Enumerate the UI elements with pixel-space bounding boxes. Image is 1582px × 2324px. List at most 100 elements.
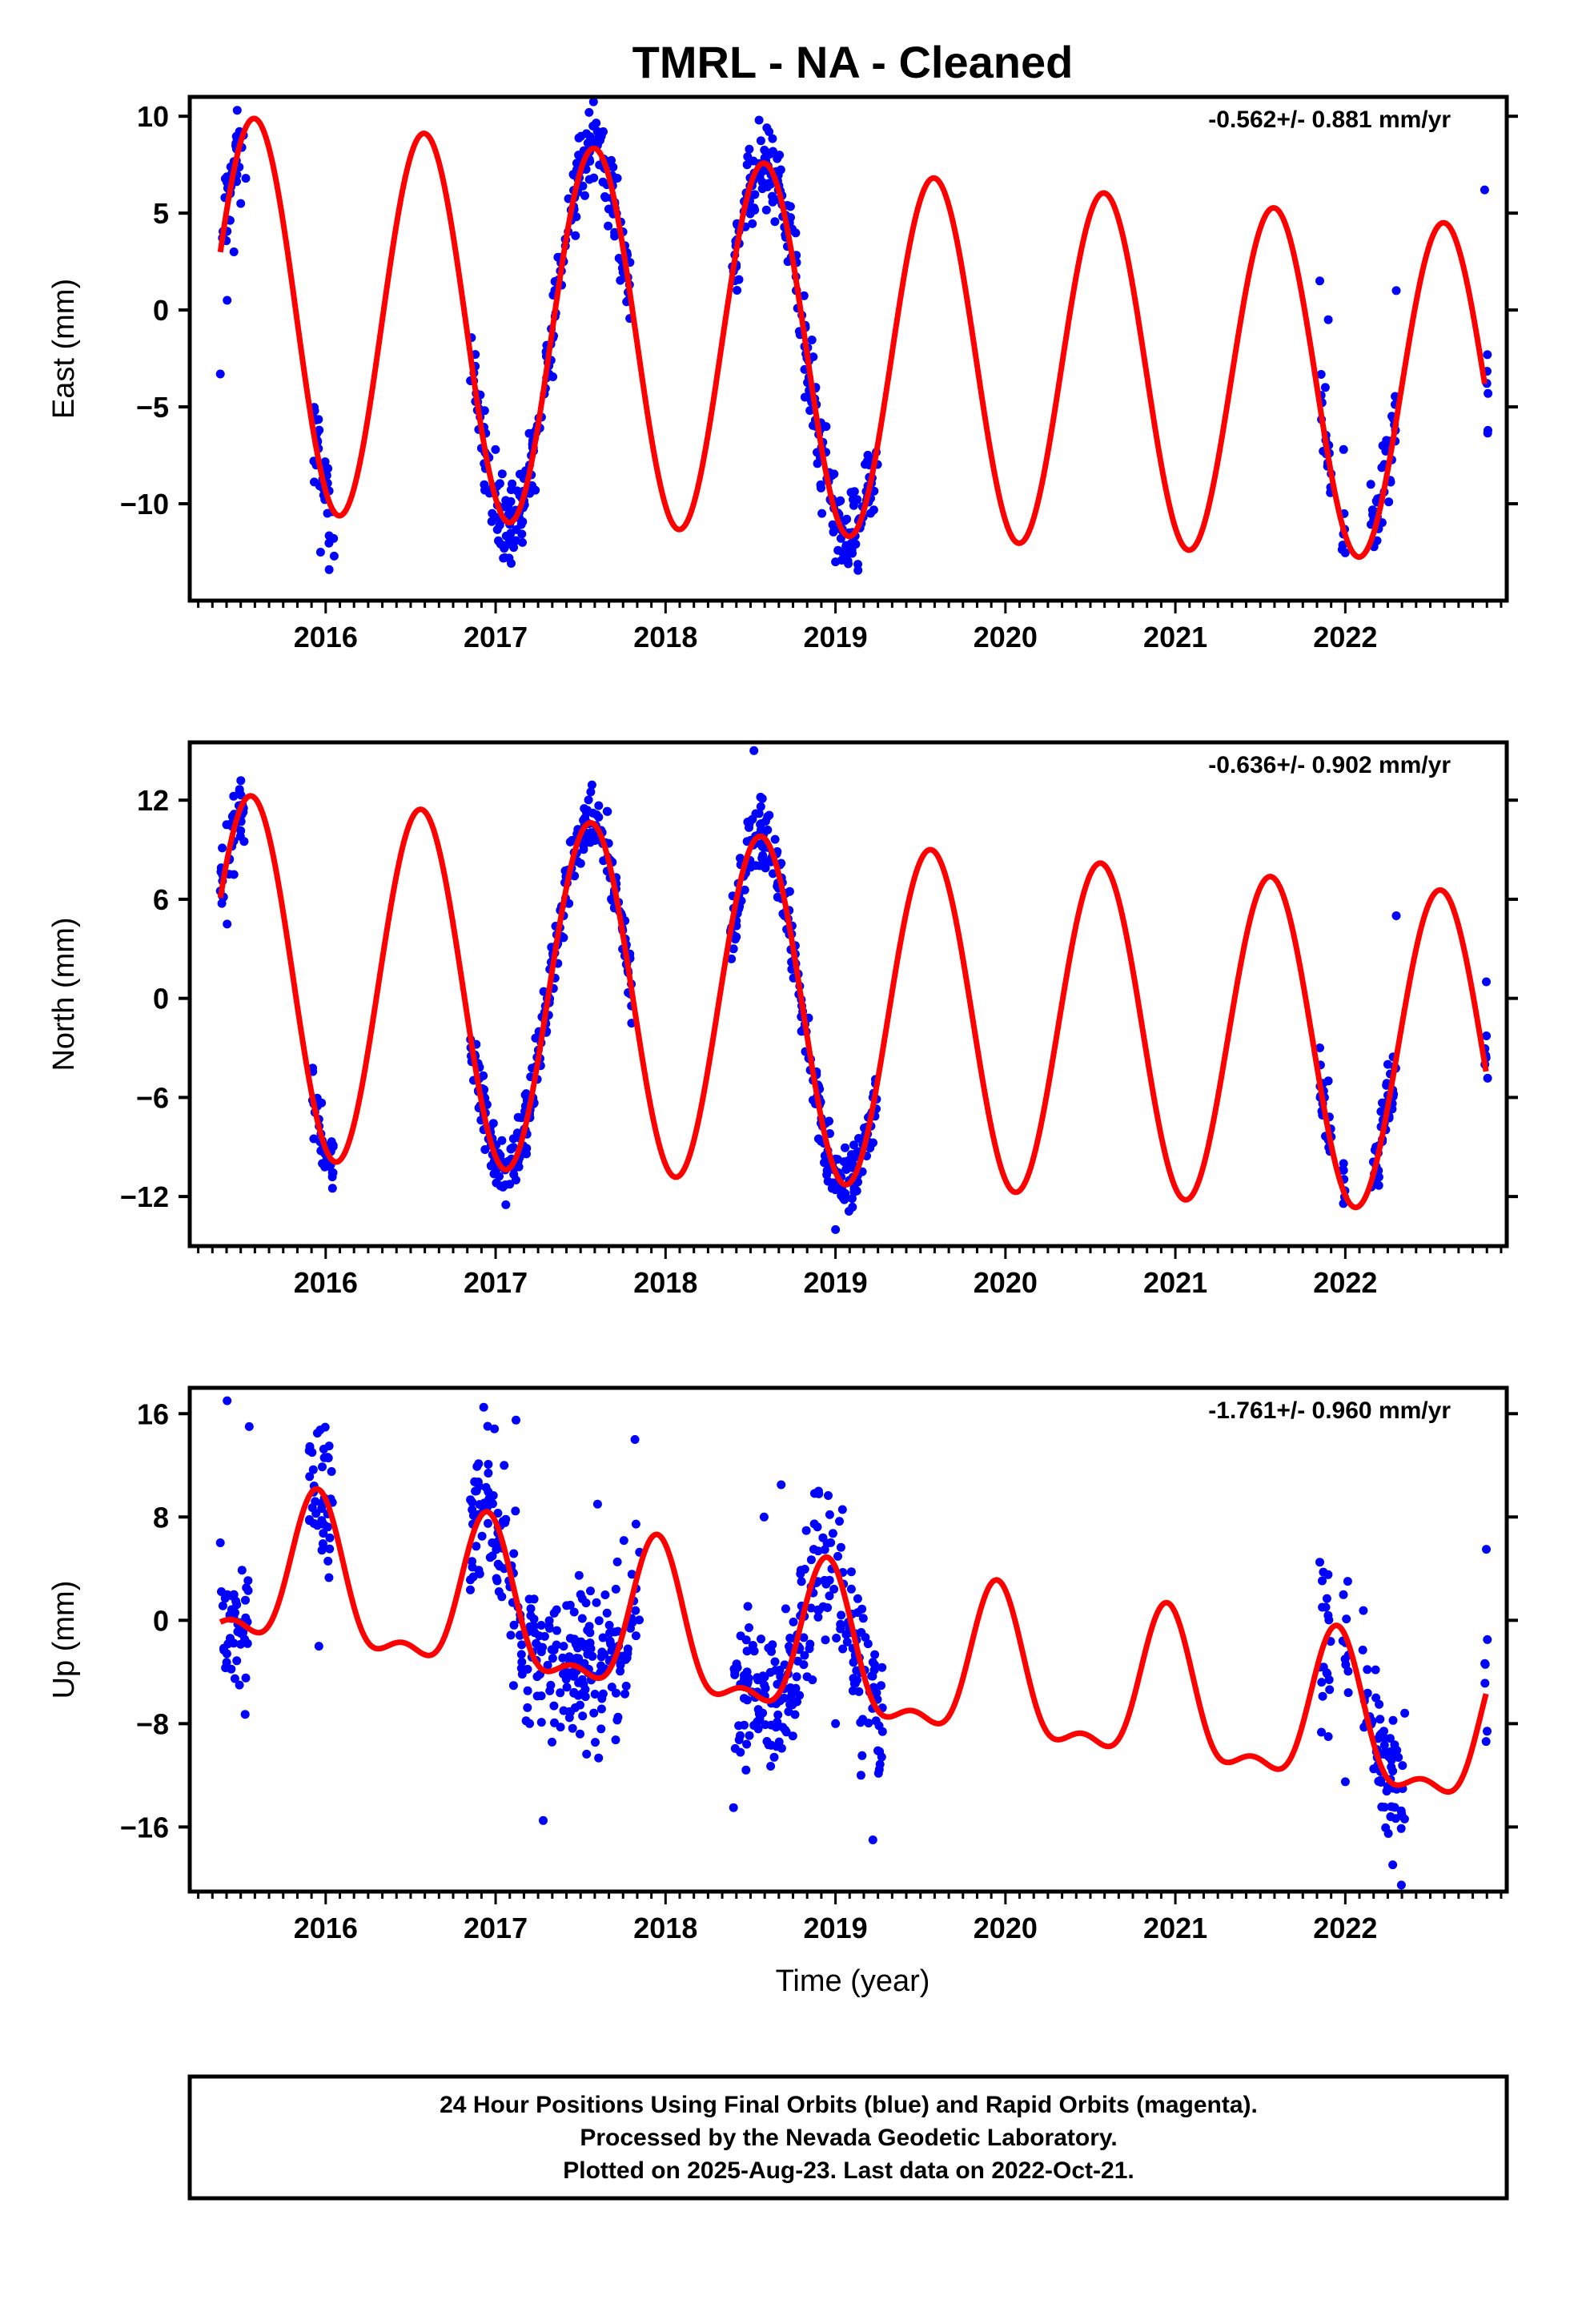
up-observed-point [753, 1724, 763, 1734]
north-observed-point [521, 1089, 531, 1099]
up-observed-point [569, 1607, 579, 1617]
up-observed-point [232, 1600, 242, 1610]
north-observed-point [222, 820, 231, 830]
up-observed-point [850, 1679, 860, 1688]
up-observed-point [549, 1608, 559, 1618]
north-observed-point [757, 825, 766, 834]
east-observed-point [324, 538, 334, 548]
up-observed-point [835, 1517, 844, 1526]
up-observed-point [500, 1461, 509, 1470]
north-ytick-label: 0 [153, 983, 169, 1015]
east-observed-point [1384, 497, 1394, 507]
up-observed-point [837, 1620, 846, 1630]
north-observed-point [727, 954, 737, 963]
up-observed-point [1359, 1606, 1368, 1615]
north-observed-point [585, 838, 595, 847]
up-observed-point [1388, 1860, 1398, 1870]
north-observed-point [570, 871, 580, 881]
north-observed-point [827, 1184, 837, 1193]
up-observed-point [241, 1595, 250, 1605]
north-observed-point [1483, 1073, 1492, 1083]
east-observed-point [504, 553, 514, 563]
up-observed-point [477, 1531, 487, 1541]
east-observed-point [800, 392, 809, 402]
up-observed-point [758, 1671, 768, 1681]
up-observed-point [627, 1570, 636, 1579]
up-observed-point [532, 1672, 542, 1682]
east-observed-point [1483, 350, 1492, 360]
up-observed-point [613, 1712, 623, 1722]
up-observed-point [788, 1700, 797, 1710]
up-observed-point [493, 1559, 503, 1569]
north-observed-point [308, 1063, 317, 1073]
up-observed-point [497, 1592, 507, 1602]
north-observed-point [1482, 977, 1491, 987]
east-observed-point [1323, 315, 1333, 324]
north-observed-point [749, 746, 759, 755]
up-observed-point [768, 1640, 777, 1650]
up-observed-point [825, 1591, 834, 1601]
north-observed-point [229, 791, 239, 801]
up-observed-point [483, 1421, 492, 1431]
up-observed-point [566, 1707, 575, 1717]
east-observed-point [315, 425, 324, 435]
up-observed-point [577, 1614, 587, 1623]
up-observed-point [1396, 1880, 1406, 1890]
up-observed-point [574, 1570, 584, 1580]
east-observed-point [571, 231, 580, 240]
up-observed-point [605, 1628, 614, 1638]
north-model-curve [217, 793, 1489, 1211]
north-observed-point [501, 1200, 511, 1209]
up-observed-point [785, 1634, 795, 1642]
east-observed-point [504, 501, 512, 511]
up-observed-point [631, 1631, 640, 1641]
north-observed-point [847, 1150, 856, 1160]
north-observed-point [318, 1159, 327, 1168]
east-observed-point [518, 517, 528, 526]
up-observed-point [468, 1498, 477, 1507]
up-observed-point [612, 1557, 622, 1566]
east-observed-point [323, 464, 333, 473]
east-observed-point [733, 286, 742, 295]
up-observed-point [523, 1664, 532, 1674]
north-observed-point [732, 932, 741, 942]
up-observed-point [602, 1608, 612, 1618]
up-observed-point [1392, 1746, 1402, 1755]
east-observed-point [604, 221, 613, 231]
up-observed-point [1386, 1812, 1395, 1821]
north-observed-point [1323, 1076, 1333, 1086]
north-xtick-label: 2021 [1143, 1266, 1207, 1299]
up-observed-point [592, 1598, 601, 1607]
up-observed-point [511, 1506, 520, 1516]
east-observed-point [1391, 286, 1401, 296]
east-observed-point [745, 144, 754, 154]
up-observed-point [591, 1738, 600, 1747]
up-observed-point [229, 1590, 239, 1599]
up-observed-point [544, 1616, 554, 1626]
north-observed-point [223, 919, 232, 929]
east-ytick-label: 5 [153, 197, 169, 230]
east-observed-point [501, 531, 511, 541]
up-observed-point [569, 1670, 579, 1679]
east-observed-point [517, 529, 527, 539]
up-observed-point [472, 1542, 481, 1551]
figure-title: TMRL - NA - Cleaned [632, 37, 1074, 87]
up-observed-point [842, 1637, 852, 1647]
east-observed-point [863, 450, 873, 460]
north-observed-point [317, 1098, 327, 1108]
north-observed-point [235, 786, 244, 796]
east-observed-point [497, 469, 507, 479]
footer-line-1: 24 Hour Positions Using Final Orbits (bl… [440, 2092, 1258, 2118]
up-observed-point [318, 1462, 327, 1472]
east-observed-point [1315, 276, 1324, 286]
north-observed-point [1315, 1043, 1324, 1052]
up-observed-point [853, 1594, 862, 1603]
up-observed-point [875, 1759, 885, 1769]
east-observed-point [1367, 505, 1377, 515]
east-observed-point [799, 291, 809, 300]
up-observed-point [241, 1673, 251, 1683]
up-observed-point [308, 1465, 318, 1474]
north-observed-point [757, 842, 767, 851]
north-observed-point [229, 870, 239, 879]
